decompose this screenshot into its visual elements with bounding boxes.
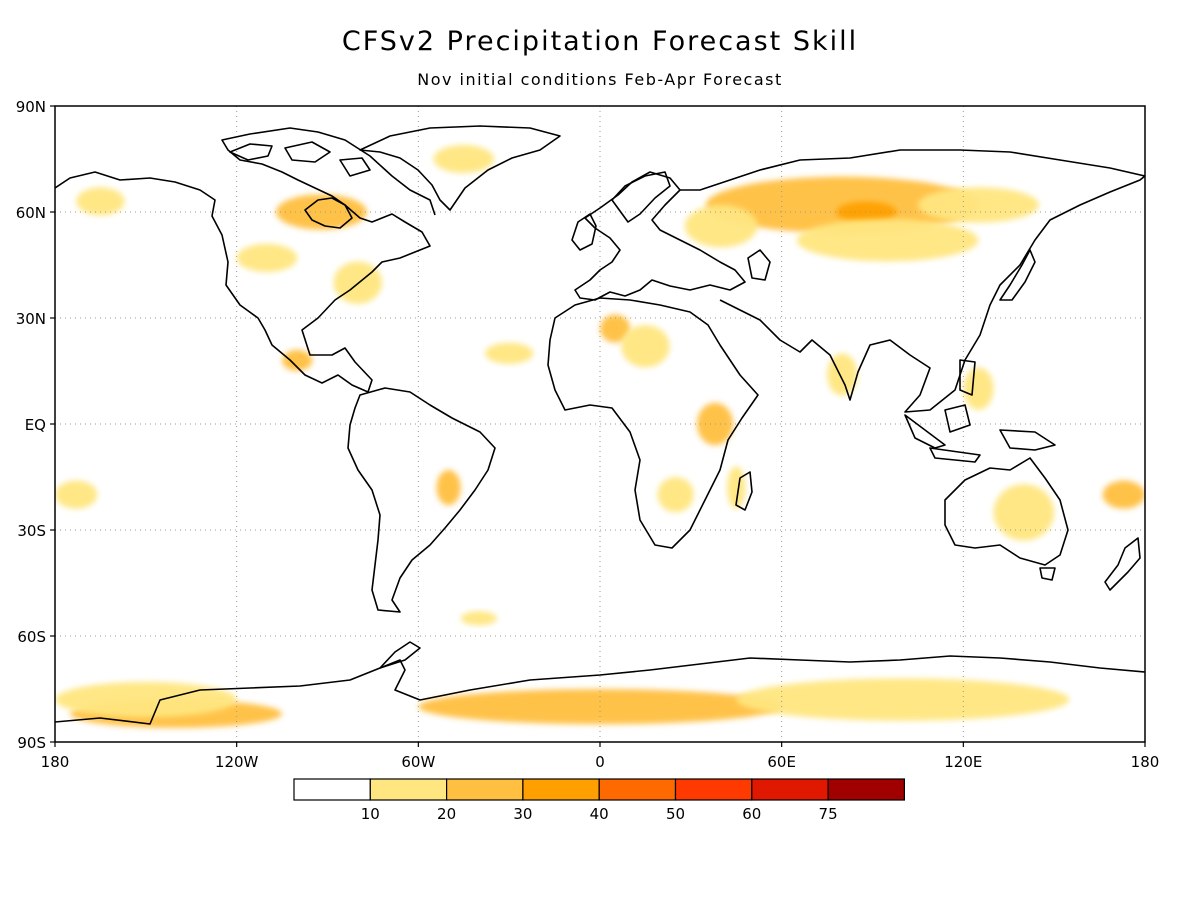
coastline-madagascar bbox=[735, 471, 753, 511]
skill-region-8 bbox=[433, 144, 495, 174]
coastline-caspian bbox=[747, 249, 771, 281]
legend-break-label: 20 bbox=[437, 805, 456, 823]
longitude-labels: 180 120W 60W 0 60E 120E 180 bbox=[41, 742, 1160, 771]
skill-region-19 bbox=[1102, 480, 1145, 509]
lon-label: 0 bbox=[595, 753, 605, 771]
coastline-south-america bbox=[347, 387, 496, 613]
lat-label: 90N bbox=[16, 98, 46, 116]
coastline-tasmania bbox=[1039, 567, 1056, 581]
skill-region-21 bbox=[963, 367, 994, 410]
skill-region-17 bbox=[282, 349, 313, 371]
lon-label: 120W bbox=[215, 753, 259, 771]
lat-label: 90S bbox=[17, 734, 46, 752]
coastline-north-america bbox=[55, 127, 436, 393]
coastline-australia bbox=[944, 457, 1069, 566]
lon-label: 120E bbox=[944, 753, 982, 771]
coastlines bbox=[55, 125, 1145, 725]
lat-label: 60S bbox=[17, 628, 46, 646]
legend-break-label: 30 bbox=[513, 805, 532, 823]
color-bar-legend: 10 20 30 40 50 60 75 bbox=[293, 778, 905, 823]
skill-region-10 bbox=[600, 314, 631, 343]
skill-region-9 bbox=[76, 187, 125, 216]
skill-region-0 bbox=[705, 176, 979, 234]
legend-swatch-3 bbox=[522, 778, 600, 801]
legend-break-label: 10 bbox=[361, 805, 380, 823]
legend-swatch-7 bbox=[827, 778, 905, 801]
lat-label: EQ bbox=[25, 416, 46, 434]
legend-swatch-2 bbox=[446, 778, 524, 801]
coastline-greenland bbox=[359, 125, 561, 211]
skill-region-2 bbox=[917, 187, 1040, 223]
coastline-arctic-islands bbox=[229, 141, 371, 177]
legend-swatch-0 bbox=[293, 778, 371, 801]
skill-region-1 bbox=[836, 201, 897, 223]
skill-region-22 bbox=[484, 342, 534, 364]
lat-label: 30N bbox=[16, 310, 46, 328]
coastline-indonesia bbox=[904, 359, 1056, 463]
legend-swatch-4 bbox=[598, 778, 677, 801]
skill-region-3 bbox=[796, 219, 979, 262]
coastline-scandinavia bbox=[611, 171, 671, 223]
legend-break-label: 60 bbox=[742, 805, 761, 823]
map-subtitle: Nov initial conditions Feb-Apr Forecast bbox=[417, 70, 783, 89]
lon-label: 180 bbox=[41, 753, 70, 771]
skill-region-23 bbox=[460, 611, 498, 626]
skill-region-11 bbox=[621, 325, 670, 368]
legend-swatch-6 bbox=[751, 778, 829, 801]
skill-region-20 bbox=[55, 480, 98, 509]
gridlines bbox=[55, 106, 1145, 742]
skill-region-27 bbox=[55, 681, 237, 718]
coastline-british-isles bbox=[571, 213, 597, 251]
map-title: CFSv2 Precipitation Forecast Skill bbox=[341, 26, 859, 57]
coastline-africa bbox=[547, 297, 759, 549]
coastline-asia bbox=[680, 149, 1145, 413]
coastline-antarctic-peninsula bbox=[379, 641, 421, 669]
legend-break-label: 40 bbox=[590, 805, 609, 823]
legend-break-label: 75 bbox=[819, 805, 838, 823]
skill-region-5 bbox=[276, 194, 367, 230]
coastline-antarctica bbox=[55, 655, 1145, 725]
skill-region-7 bbox=[236, 243, 298, 273]
coastline-hudson-bay bbox=[304, 197, 353, 229]
coastline-japan bbox=[999, 249, 1036, 301]
coastline-europe bbox=[574, 171, 746, 301]
lon-label: 60E bbox=[767, 753, 796, 771]
lat-label: 60N bbox=[16, 204, 46, 222]
legend-break-label: 50 bbox=[666, 805, 685, 823]
lon-label: 60W bbox=[401, 753, 435, 771]
skill-region-4 bbox=[684, 204, 758, 248]
skill-region-16 bbox=[436, 469, 461, 506]
skill-region-26 bbox=[736, 678, 1070, 721]
skill-region-13 bbox=[657, 477, 694, 513]
coastline-new-zealand bbox=[1104, 537, 1141, 591]
skill-region-18 bbox=[993, 484, 1055, 541]
lat-label: 30S bbox=[17, 522, 46, 540]
lon-label: 180 bbox=[1131, 753, 1160, 771]
legend-swatch-5 bbox=[674, 778, 753, 801]
legend-swatch-1 bbox=[369, 778, 448, 801]
latitude-labels: 90N 60N 30N EQ 30S 60S 90S bbox=[16, 98, 55, 752]
